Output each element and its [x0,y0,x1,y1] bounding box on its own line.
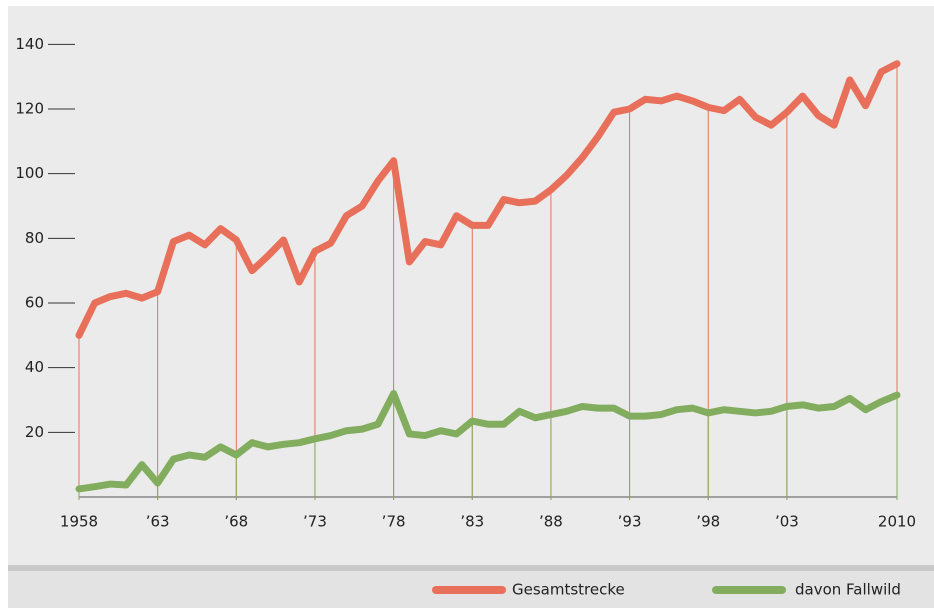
y-tick-label: 100 [15,164,44,182]
legend-divider [8,565,934,571]
x-tick-label: ’88 [539,513,563,531]
legend-label: Gesamtstrecke [512,581,625,599]
y-tick-label: 40 [25,358,44,376]
x-tick-label: ’93 [618,513,642,531]
x-tick-label: ’78 [382,513,406,531]
x-tick-label: ’98 [696,513,720,531]
y-tick-label: 80 [25,229,44,247]
x-tick-label: ’73 [303,513,327,531]
x-tick-label: ’68 [224,513,248,531]
x-tick-label: 1958 [60,513,98,531]
y-tick-label: 60 [25,294,44,312]
plot-background [8,6,934,565]
x-tick-label: 2010 [878,513,916,531]
x-tick-label: ’03 [775,513,799,531]
y-tick-label: 20 [25,423,44,441]
data-line [75,390,901,493]
x-tick-label: ’83 [460,513,484,531]
legend-label: davon Fallwild [795,581,901,599]
y-tick-label: 120 [15,100,44,118]
data-line [75,60,901,339]
x-tick-label: ’63 [146,513,170,531]
y-tick-label: 140 [15,35,44,53]
